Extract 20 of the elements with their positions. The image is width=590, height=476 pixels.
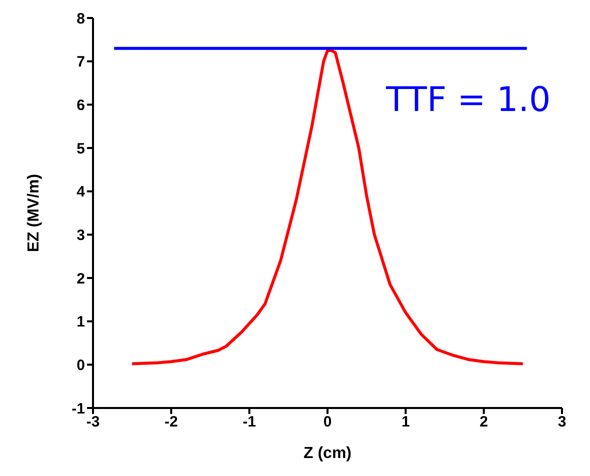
x-tick-label: 2 [480,414,488,431]
x-axis-title: Z (cm) [304,445,352,462]
y-tick-label: 0 [76,356,85,374]
annotation: TTF = 1.0 [386,80,551,120]
y-axis-title: EZ (MV/m) [26,174,43,252]
y-tick-label: 7 [76,54,85,71]
y-tick-label: 8 [76,10,85,28]
x-tick-label: -2 [164,414,178,431]
y-tick-label: -1 [72,400,85,418]
x-tick-label: 3 [558,414,566,431]
x-tick-label: 0 [323,414,332,431]
x-tick-label: -3 [86,414,100,431]
x-tick-label: 1 [401,414,410,431]
y-tick-label: 5 [76,140,85,158]
y-tick-label: 3 [76,226,85,244]
x-tick-label: -1 [242,414,256,431]
y-tick-label: 2 [76,270,85,288]
y-tick-label: 1 [76,314,85,331]
y-tick-label: 4 [76,184,86,201]
y-tick-label: 6 [76,96,85,114]
